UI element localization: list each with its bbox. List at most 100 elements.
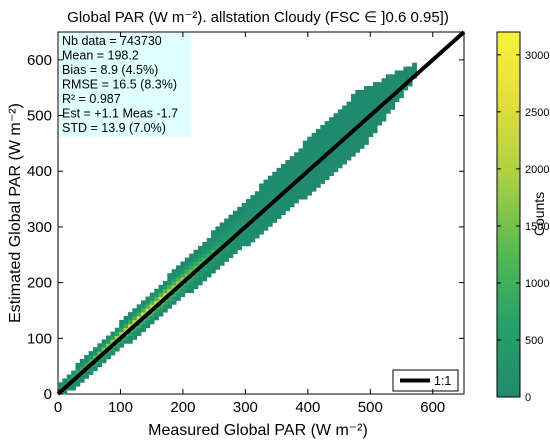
density-cell	[333, 163, 339, 169]
density-cell	[246, 199, 251, 204]
density-cell	[184, 284, 190, 290]
density-cell	[285, 195, 291, 200]
density-cell	[289, 156, 295, 161]
density-cell	[202, 253, 208, 258]
density-cell	[385, 82, 391, 87]
density-cell	[280, 183, 286, 188]
density-cell	[276, 214, 282, 219]
density-cell	[399, 78, 404, 83]
density-cell	[329, 140, 334, 145]
density-cell	[219, 238, 225, 243]
density-cell	[320, 148, 326, 153]
density-cell	[250, 222, 256, 227]
density-cell	[154, 308, 159, 313]
density-cell	[272, 175, 278, 180]
density-cell	[215, 261, 221, 266]
density-cell	[272, 210, 278, 216]
density-cell	[359, 89, 365, 95]
density-cell	[197, 261, 203, 266]
density-cell	[333, 156, 339, 161]
density-cell	[162, 284, 168, 290]
density-cell	[250, 234, 256, 239]
density-cell	[224, 238, 229, 243]
density-cell	[337, 125, 343, 130]
density-cell	[320, 152, 326, 157]
density-cell	[123, 339, 129, 344]
density-cell	[263, 214, 269, 219]
density-cell	[355, 113, 361, 118]
density-cell	[315, 140, 321, 145]
density-cell	[407, 70, 413, 75]
density-cell	[123, 323, 129, 329]
density-cell	[302, 156, 308, 161]
density-cell	[320, 128, 326, 134]
density-cell	[320, 132, 326, 138]
density-cell	[302, 140, 308, 145]
density-cell	[364, 140, 369, 145]
density-cell	[127, 323, 133, 329]
density-cell	[315, 152, 321, 157]
density-cell	[307, 171, 312, 177]
density-cell	[364, 101, 369, 106]
density-cell	[211, 241, 216, 247]
density-cell	[254, 191, 260, 196]
density-cell	[75, 370, 81, 375]
density-cell	[311, 167, 317, 173]
density-cell	[167, 284, 173, 290]
y-tick-label: 400	[27, 163, 52, 180]
density-cell	[350, 109, 356, 114]
density-cell	[224, 226, 229, 231]
density-cell	[407, 66, 413, 71]
density-cell	[132, 312, 138, 317]
density-cell	[381, 78, 387, 83]
density-cell	[276, 179, 282, 184]
density-cell	[333, 152, 339, 157]
density-cell	[280, 179, 286, 184]
density-cell	[359, 144, 365, 149]
density-cell	[311, 148, 317, 153]
y-tick-label: 500	[27, 108, 52, 125]
density-cell	[272, 214, 278, 219]
density-cell	[197, 245, 203, 251]
density-cell	[342, 148, 347, 153]
density-cell	[101, 339, 107, 344]
density-cell	[141, 323, 146, 329]
density-cell	[250, 210, 256, 216]
density-cell	[127, 331, 133, 336]
density-cell	[381, 97, 387, 103]
density-cell	[193, 277, 199, 282]
density-cell	[337, 156, 343, 161]
density-cell	[176, 296, 181, 301]
density-cell	[350, 152, 356, 157]
density-cell	[215, 226, 221, 231]
density-cell	[92, 347, 98, 352]
density-cell	[372, 89, 378, 95]
density-cell	[224, 230, 229, 235]
density-cell	[267, 175, 273, 180]
density-cell	[298, 179, 304, 184]
density-cell	[346, 117, 352, 122]
density-cell	[364, 97, 369, 103]
density-cell	[346, 136, 352, 141]
density-cell	[298, 191, 304, 196]
density-cell	[302, 148, 308, 153]
density-cell	[298, 183, 304, 188]
density-cell	[224, 257, 229, 262]
density-cell	[324, 132, 330, 138]
density-cell	[342, 156, 347, 161]
density-cell	[407, 82, 413, 87]
density-cell	[228, 253, 234, 258]
density-cell	[403, 78, 409, 83]
density-cell	[184, 265, 190, 270]
density-cell	[228, 241, 234, 247]
density-cell	[311, 160, 317, 165]
density-cell	[350, 132, 356, 138]
density-cell	[307, 163, 312, 169]
density-cell	[381, 86, 387, 91]
density-cell	[329, 117, 334, 122]
density-cell	[71, 370, 76, 375]
density-cell	[311, 144, 317, 149]
density-cell	[368, 86, 374, 91]
density-cell	[232, 230, 238, 235]
density-cell	[346, 109, 352, 114]
